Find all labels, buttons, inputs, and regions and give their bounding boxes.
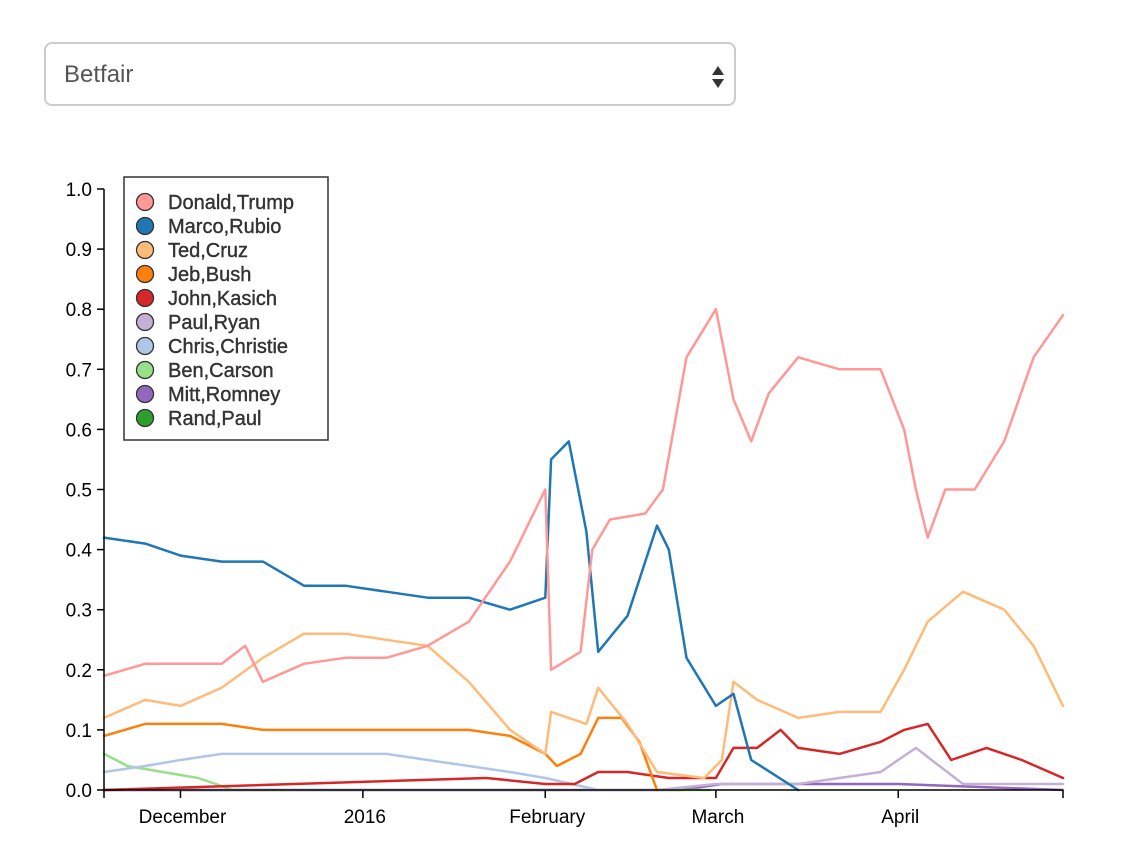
legend: Donald,TrumpMarco,RubioTed,CruzJeb,BushJ… — [123, 176, 329, 441]
x-tick-label: February — [509, 807, 586, 828]
legend-label-ted-cruz: Ted,Cruz — [168, 240, 248, 262]
legend-label-chris-christie: Chris,Christie — [168, 336, 288, 358]
legend-label-mitt-romney: Mitt,Romney — [168, 384, 280, 406]
y-tick-label: 1.0 — [66, 180, 92, 201]
legend-swatch-donald-trump — [135, 192, 155, 212]
legend-label-ben-carson: Ben,Carson — [168, 360, 274, 382]
y-tick-label: 0.1 — [66, 721, 92, 742]
y-tick-label: 0.5 — [66, 481, 92, 502]
legend-label-rand-paul: Rand,Paul — [168, 408, 261, 430]
x-tick-label: December — [139, 807, 227, 828]
source-select-value: Betfair — [64, 61, 134, 88]
y-tick-label: 0.4 — [66, 541, 93, 562]
y-axis: 0.0 0.1 0.2 0.3 0.4 0.5 0.6 0.7 0.8 0.9 1.0 — [66, 180, 105, 802]
legend-swatch-rand-paul — [135, 408, 155, 428]
legend-swatch-chris-christie — [135, 336, 155, 356]
series-line-paul-ryan — [102, 746, 1065, 792]
legend-swatch-ted-cruz — [135, 240, 155, 260]
series-line-marco-rubio — [102, 440, 800, 792]
legend-label-john-kasich: John,Kasich — [168, 288, 277, 310]
y-tick-label: 0.8 — [66, 300, 92, 321]
legend-swatch-ben-carson — [135, 360, 155, 380]
series-line-john-kasich — [102, 722, 1065, 792]
select-arrows-icon — [712, 66, 724, 88]
series-line-donald-trump — [102, 307, 1065, 684]
y-tick-label: 0.2 — [66, 661, 92, 682]
series-line-jeb-bush — [102, 716, 659, 792]
y-tick-label: 0.9 — [66, 240, 92, 261]
x-axis: December 2016 February March April — [103, 789, 1064, 828]
legend-box — [123, 176, 329, 441]
series-line-ted-cruz — [102, 590, 1065, 780]
legend-swatch-jeb-bush — [135, 264, 155, 284]
series-line-chris-christie — [102, 752, 600, 792]
y-tick-label: 0.6 — [66, 420, 92, 441]
legend-swatch-mitt-romney — [135, 384, 155, 404]
x-tick-label: April — [881, 807, 919, 828]
x-tick-label: March — [691, 807, 744, 828]
legend-swatch-marco-rubio — [135, 216, 155, 236]
y-tick-label: 0.0 — [66, 781, 92, 802]
legend-label-marco-rubio: Marco,Rubio — [168, 216, 281, 238]
x-tick-label: 2016 — [344, 807, 386, 828]
legend-label-donald-trump: Donald,Trump — [168, 192, 294, 214]
y-tick-label: 0.3 — [66, 601, 92, 622]
legend-swatch-paul-ryan — [135, 312, 155, 332]
source-select[interactable]: Betfair — [44, 42, 736, 106]
legend-label-paul-ryan: Paul,Ryan — [168, 312, 260, 334]
legend-label-jeb-bush: Jeb,Bush — [168, 264, 251, 286]
legend-swatch-john-kasich — [135, 288, 155, 308]
y-tick-label: 0.7 — [66, 360, 92, 381]
